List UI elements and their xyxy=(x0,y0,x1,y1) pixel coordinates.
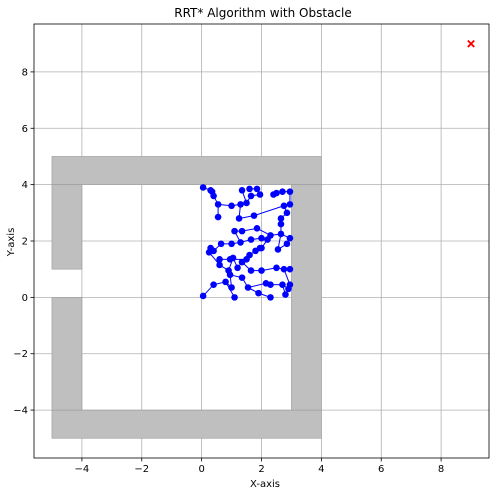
tree-node xyxy=(267,294,274,301)
tree-node xyxy=(237,201,244,208)
y-tick-label: −2 xyxy=(13,349,28,360)
tree-node xyxy=(228,284,235,291)
tree-node xyxy=(280,265,288,273)
tree-node xyxy=(243,199,250,207)
y-tick-label: 2 xyxy=(22,237,28,248)
tree-node xyxy=(247,267,255,274)
tree-node xyxy=(214,213,222,221)
tree-node xyxy=(277,220,285,228)
y-tick-label: 6 xyxy=(22,124,28,135)
tree-node xyxy=(237,239,244,246)
x-tick-label: 6 xyxy=(378,464,384,475)
x-tick-label: 4 xyxy=(318,464,324,475)
plot-area: −4 −2 0 2 4 6 8 −4 −2 0 2 4 6 8 xyxy=(13,23,490,475)
tree-edge xyxy=(253,205,285,217)
tree-node xyxy=(277,215,285,222)
tree-node xyxy=(280,202,288,210)
tree-node xyxy=(226,256,234,263)
tree-node xyxy=(286,234,294,242)
tree-node xyxy=(216,261,223,269)
y-tick-label: −4 xyxy=(13,406,28,417)
tree-node xyxy=(214,201,222,208)
tree-node xyxy=(246,185,253,193)
tree-node xyxy=(286,188,294,195)
chart-title: RRT* Algorithm with Obstacle xyxy=(174,6,352,20)
tree-node xyxy=(253,225,261,232)
x-tick-label: −4 xyxy=(75,464,90,475)
tree-node xyxy=(231,227,238,235)
tree-node xyxy=(283,240,291,248)
goal-marker xyxy=(467,39,475,48)
x-axis-label: X-axis xyxy=(250,479,280,490)
x-tick-label: 2 xyxy=(258,464,264,475)
tree-node xyxy=(283,209,291,217)
tree-node xyxy=(258,267,265,274)
tree-node xyxy=(210,247,217,255)
obstacle xyxy=(51,409,322,439)
tree-node xyxy=(286,201,294,208)
tree-node xyxy=(286,265,294,273)
tree-node xyxy=(247,192,255,200)
tree-node xyxy=(250,212,258,219)
x-tick-label: −2 xyxy=(134,464,149,475)
obstacle xyxy=(51,184,83,270)
tree-node xyxy=(217,240,225,248)
tree-node xyxy=(207,186,214,194)
tree-node xyxy=(282,291,289,298)
tree-node xyxy=(267,232,274,239)
tree-node xyxy=(267,281,274,288)
tree-node xyxy=(225,267,232,274)
tree-node xyxy=(286,281,294,288)
y-tick-label: 4 xyxy=(22,180,28,191)
tree-node xyxy=(222,278,229,286)
tree-node xyxy=(228,240,235,248)
tree-node xyxy=(244,284,252,291)
y-axis-label: Y-axis xyxy=(6,228,17,258)
tree-node xyxy=(199,184,207,191)
tree-node xyxy=(246,251,253,259)
obstacle xyxy=(51,156,322,185)
tree-node xyxy=(216,256,223,263)
tree-node xyxy=(253,185,261,193)
tree-node xyxy=(279,188,286,195)
tree-node xyxy=(247,236,255,243)
tree-node xyxy=(228,202,235,210)
obstacle xyxy=(291,184,322,411)
x-tick-label: 8 xyxy=(438,464,444,475)
tree-node xyxy=(238,274,246,281)
tree-node xyxy=(273,264,280,272)
tree-node xyxy=(199,292,207,300)
tree-node xyxy=(277,230,285,238)
obstacle xyxy=(51,297,83,411)
tree-node xyxy=(274,246,282,253)
tree-node xyxy=(258,234,265,242)
tree-node xyxy=(231,294,238,301)
tree-node xyxy=(210,281,217,288)
tree-node xyxy=(234,264,241,272)
tree-node xyxy=(238,227,246,235)
y-tick-label: 0 xyxy=(22,293,28,304)
x-tick-label: 0 xyxy=(198,464,204,475)
y-tick-label: 8 xyxy=(22,67,28,78)
tree-node xyxy=(256,244,264,252)
tree-node xyxy=(270,191,277,198)
tree-node xyxy=(256,191,264,198)
tree-node xyxy=(235,215,243,222)
tree-node xyxy=(238,186,246,194)
tree-node xyxy=(210,192,217,200)
tree-node xyxy=(255,289,262,297)
tree-node xyxy=(279,281,286,288)
